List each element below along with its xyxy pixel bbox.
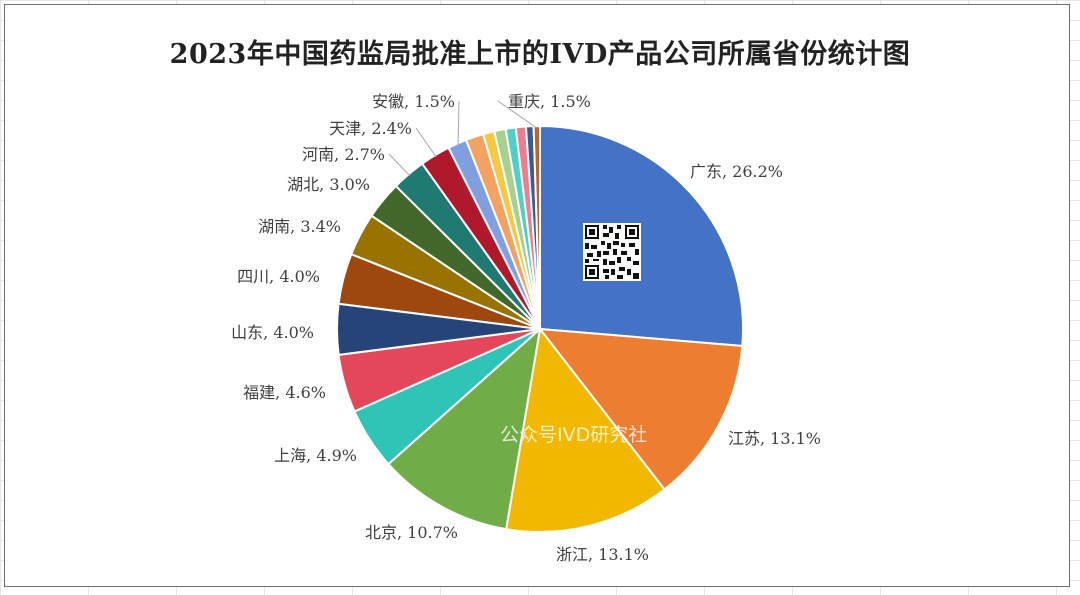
pie-slice — [539, 124, 744, 348]
chart-title: 2023年中国药监局批准上市的IVD产品公司所属省份统计图 — [169, 39, 911, 70]
pie-slice — [387, 326, 542, 531]
slice-data-label: 浙江, 13.1% — [556, 545, 649, 564]
pie-slice — [505, 326, 666, 533]
qr-code-icon — [583, 223, 641, 281]
leader-line — [415, 127, 437, 158]
leader-line — [457, 100, 460, 146]
slice-data-label: 上海, 4.9% — [274, 446, 357, 465]
slice-data-label: 天津, 2.4% — [329, 119, 412, 138]
slice-data-label: 湖南, 3.4% — [258, 217, 341, 236]
slice-data-label: 四川, 4.0% — [237, 267, 320, 286]
slice-data-label: 广东, 26.2% — [690, 162, 783, 181]
leader-line — [388, 153, 411, 177]
slice-data-label: 安徽, 1.5% — [372, 92, 455, 111]
slice-data-label: 河南, 2.7% — [302, 145, 385, 164]
slice-data-label: 湖北, 3.0% — [287, 175, 370, 194]
pie-slice — [537, 327, 744, 491]
watermark-text: 公众号IVD研究社 — [500, 424, 648, 446]
leader-line — [497, 100, 538, 129]
slice-data-label: 江苏, 13.1% — [728, 429, 821, 448]
slice-data-label: 福建, 4.6% — [243, 383, 326, 402]
slice-data-label: 山东, 4.0% — [231, 323, 314, 342]
slice-data-label: 重庆, 1.5% — [508, 92, 591, 111]
slice-data-label: 北京, 10.7% — [365, 523, 458, 542]
